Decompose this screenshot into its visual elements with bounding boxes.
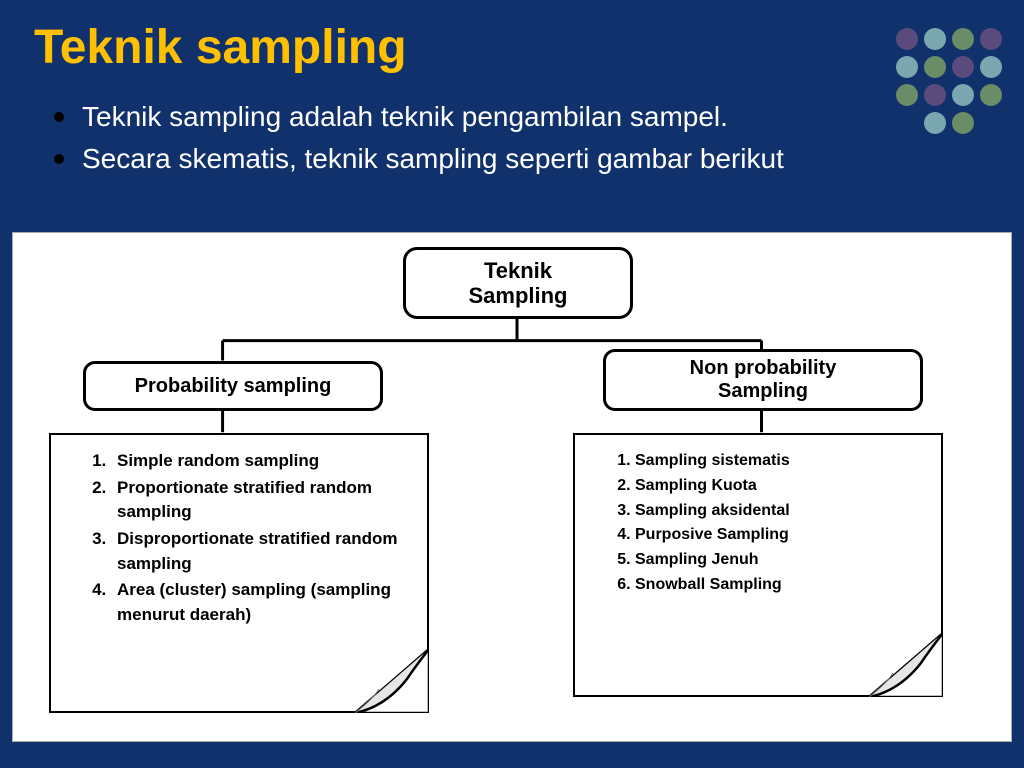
slide-title: Teknik sampling	[0, 0, 1024, 75]
bullet-dot-icon	[54, 154, 64, 164]
list-item: Disproportionate stratified random sampl…	[111, 527, 413, 576]
root-label: Teknik Sampling	[468, 258, 567, 309]
page-curl-icon	[355, 649, 429, 713]
decor-dots	[896, 28, 1002, 134]
right-branch-node: Non probability Sampling	[603, 349, 923, 411]
list-item: Snowball Sampling	[635, 573, 927, 598]
right-leaf: Sampling sistematis Sampling Kuota Sampl…	[573, 433, 943, 697]
list-item: Sampling sistematis	[635, 449, 927, 474]
list-item: Sampling aksidental	[635, 499, 927, 524]
diagram-area: Teknik Sampling Probability sampling Non…	[12, 232, 1012, 742]
bullet-text: Secara skematis, teknik sampling seperti…	[82, 141, 784, 177]
bullet-item: Teknik sampling adalah teknik pengambila…	[54, 99, 1024, 135]
right-item-list: Sampling sistematis Sampling Kuota Sampl…	[589, 449, 927, 598]
list-item: Simple random sampling	[111, 449, 413, 474]
left-leaf: Simple random sampling Proportionate str…	[49, 433, 429, 713]
bullet-item: Secara skematis, teknik sampling seperti…	[54, 141, 1024, 177]
right-branch-label: Non probability Sampling	[690, 357, 837, 403]
list-item: Proportionate stratified random sampling	[111, 476, 413, 525]
left-branch-label: Probability sampling	[135, 375, 332, 398]
root-node: Teknik Sampling	[403, 247, 633, 319]
bullet-text: Teknik sampling adalah teknik pengambila…	[82, 99, 728, 135]
bullet-list: Teknik sampling adalah teknik pengambila…	[0, 75, 1024, 178]
left-branch-node: Probability sampling	[83, 361, 383, 411]
page-curl-icon	[869, 633, 943, 697]
list-item: Sampling Jenuh	[635, 548, 927, 573]
list-item: Sampling Kuota	[635, 474, 927, 499]
list-item: Area (cluster) sampling (sampling menuru…	[111, 578, 413, 627]
bullet-dot-icon	[54, 112, 64, 122]
left-item-list: Simple random sampling Proportionate str…	[65, 449, 413, 627]
list-item: Purposive Sampling	[635, 523, 927, 548]
